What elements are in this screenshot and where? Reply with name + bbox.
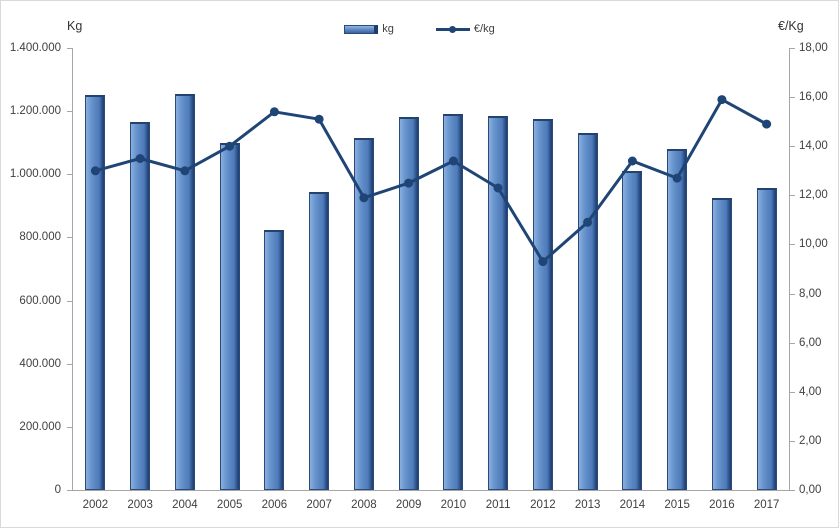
right-axis-tick xyxy=(789,342,795,344)
legend-label-kg: kg xyxy=(382,23,394,35)
right-axis-tick-label: 2,00 xyxy=(799,434,822,447)
left-axis-tick-label: 1.400.000 xyxy=(9,42,61,54)
right-axis-tick-label: 12,00 xyxy=(799,189,828,202)
x-axis-label-2015: 2015 xyxy=(664,499,690,511)
left-axis-tick-label: 600.000 xyxy=(19,294,61,307)
right-axis-tick xyxy=(789,48,795,49)
bar-2004 xyxy=(174,93,195,490)
line-marker-2008 xyxy=(359,193,369,203)
x-axis-label-2003: 2003 xyxy=(127,499,153,511)
legend-label-eur-per-kg: €/kg xyxy=(473,23,495,35)
line-marker-2017 xyxy=(762,119,772,129)
bar-2006 xyxy=(264,229,285,490)
x-axis-label-2006: 2006 xyxy=(261,499,288,511)
left-axis-tick xyxy=(67,490,73,491)
bar-2015 xyxy=(667,149,688,490)
left-axis-tick-label: 200.000 xyxy=(19,420,61,433)
left-axis-tick xyxy=(67,300,73,302)
right-axis-tick-label: 8,00 xyxy=(799,287,822,300)
left-axis-tick-label: 1.200.000 xyxy=(9,105,61,118)
x-axis-label-2008: 2008 xyxy=(351,499,377,511)
bar-2002 xyxy=(85,95,106,490)
right-axis-tick-label: 16,00 xyxy=(799,91,828,104)
right-axis-title: €/Kg xyxy=(778,19,804,33)
bar-2011 xyxy=(488,115,509,490)
bar-2009 xyxy=(398,117,419,490)
line-marker-2006 xyxy=(269,107,279,117)
right-axis-line xyxy=(789,48,790,491)
left-axis-tick xyxy=(67,363,73,365)
right-axis-tick-label: 10,00 xyxy=(799,238,828,251)
right-axis-tick xyxy=(789,391,795,393)
line-marker-2014 xyxy=(627,156,637,166)
left-axis-tick-label: 1.000.000 xyxy=(9,168,61,181)
line-marker-2002 xyxy=(90,166,100,176)
x-axis-label-2016: 2016 xyxy=(709,499,735,511)
right-axis-tick-label: 4,00 xyxy=(799,385,822,398)
line-marker-2004 xyxy=(180,166,190,176)
right-axis-tick xyxy=(789,97,795,99)
x-axis-label-2013: 2013 xyxy=(574,499,601,511)
line-marker-2007 xyxy=(314,114,324,124)
x-axis-label-2012: 2012 xyxy=(530,499,556,511)
chart-legend: kg €/kg xyxy=(1,23,838,35)
right-axis-tick-label: 18,00 xyxy=(799,42,828,54)
right-axis-tick xyxy=(789,490,795,491)
line-marker-2015 xyxy=(672,173,682,183)
line-marker-2016 xyxy=(717,95,727,105)
legend-entry-kg: kg xyxy=(344,23,394,35)
right-axis-tick xyxy=(789,440,795,442)
x-axis-label-2004: 2004 xyxy=(172,499,198,511)
x-axis-label-2010: 2010 xyxy=(440,499,467,511)
right-axis-tick xyxy=(789,195,795,197)
right-axis-tick xyxy=(789,244,795,246)
bar-2007 xyxy=(309,191,330,490)
bar-2013 xyxy=(577,133,598,490)
bar-2012 xyxy=(532,119,553,490)
bar-2008 xyxy=(353,137,374,490)
bar-2003 xyxy=(130,122,151,490)
line-marker-2011 xyxy=(493,183,503,193)
bar-series-swatch-icon xyxy=(344,24,379,34)
x-axis-label-2014: 2014 xyxy=(619,499,646,511)
left-axis-line xyxy=(72,48,73,491)
line-marker-2005 xyxy=(225,141,235,151)
left-axis-tick xyxy=(67,48,73,49)
left-axis-tick-label: 400.000 xyxy=(19,357,61,370)
line-marker-2013 xyxy=(583,217,593,227)
x-axis-label-2011: 2011 xyxy=(485,499,511,511)
line-marker-2010 xyxy=(448,156,458,166)
left-axis-tick xyxy=(67,237,73,239)
left-axis-tick xyxy=(67,426,73,428)
left-axis-tick xyxy=(67,111,73,113)
right-axis-tick xyxy=(789,293,795,295)
left-axis-tick-label: 800.000 xyxy=(19,231,61,244)
x-axis-label-2009: 2009 xyxy=(395,499,422,511)
x-axis-label-2007: 2007 xyxy=(306,499,332,511)
bar-2016 xyxy=(711,197,732,490)
line-marker-2009 xyxy=(404,178,414,188)
line-series-swatch-icon xyxy=(435,25,470,34)
x-axis-label-2005: 2005 xyxy=(216,499,243,511)
left-axis-title: Kg xyxy=(67,19,83,33)
legend-entry-eur-per-kg: €/kg xyxy=(435,23,495,35)
line-path xyxy=(95,98,768,264)
left-axis-tick-label: 0 xyxy=(54,484,61,496)
x-axis-label-2002: 2002 xyxy=(82,499,109,511)
bar-2014 xyxy=(622,171,643,490)
left-axis-tick xyxy=(67,174,73,176)
right-axis-tick-label: 6,00 xyxy=(799,336,822,349)
line-marker-2012 xyxy=(538,257,548,267)
bar-2017 xyxy=(756,188,777,490)
x-axis-label-2017: 2017 xyxy=(753,499,780,511)
right-axis-tick xyxy=(789,146,795,148)
line-marker-2003 xyxy=(135,154,145,163)
bar-2010 xyxy=(443,114,464,490)
x-axis-line xyxy=(72,490,790,491)
right-axis-tick-label: 0,00 xyxy=(799,484,822,496)
right-axis-tick-label: 14,00 xyxy=(799,140,828,153)
